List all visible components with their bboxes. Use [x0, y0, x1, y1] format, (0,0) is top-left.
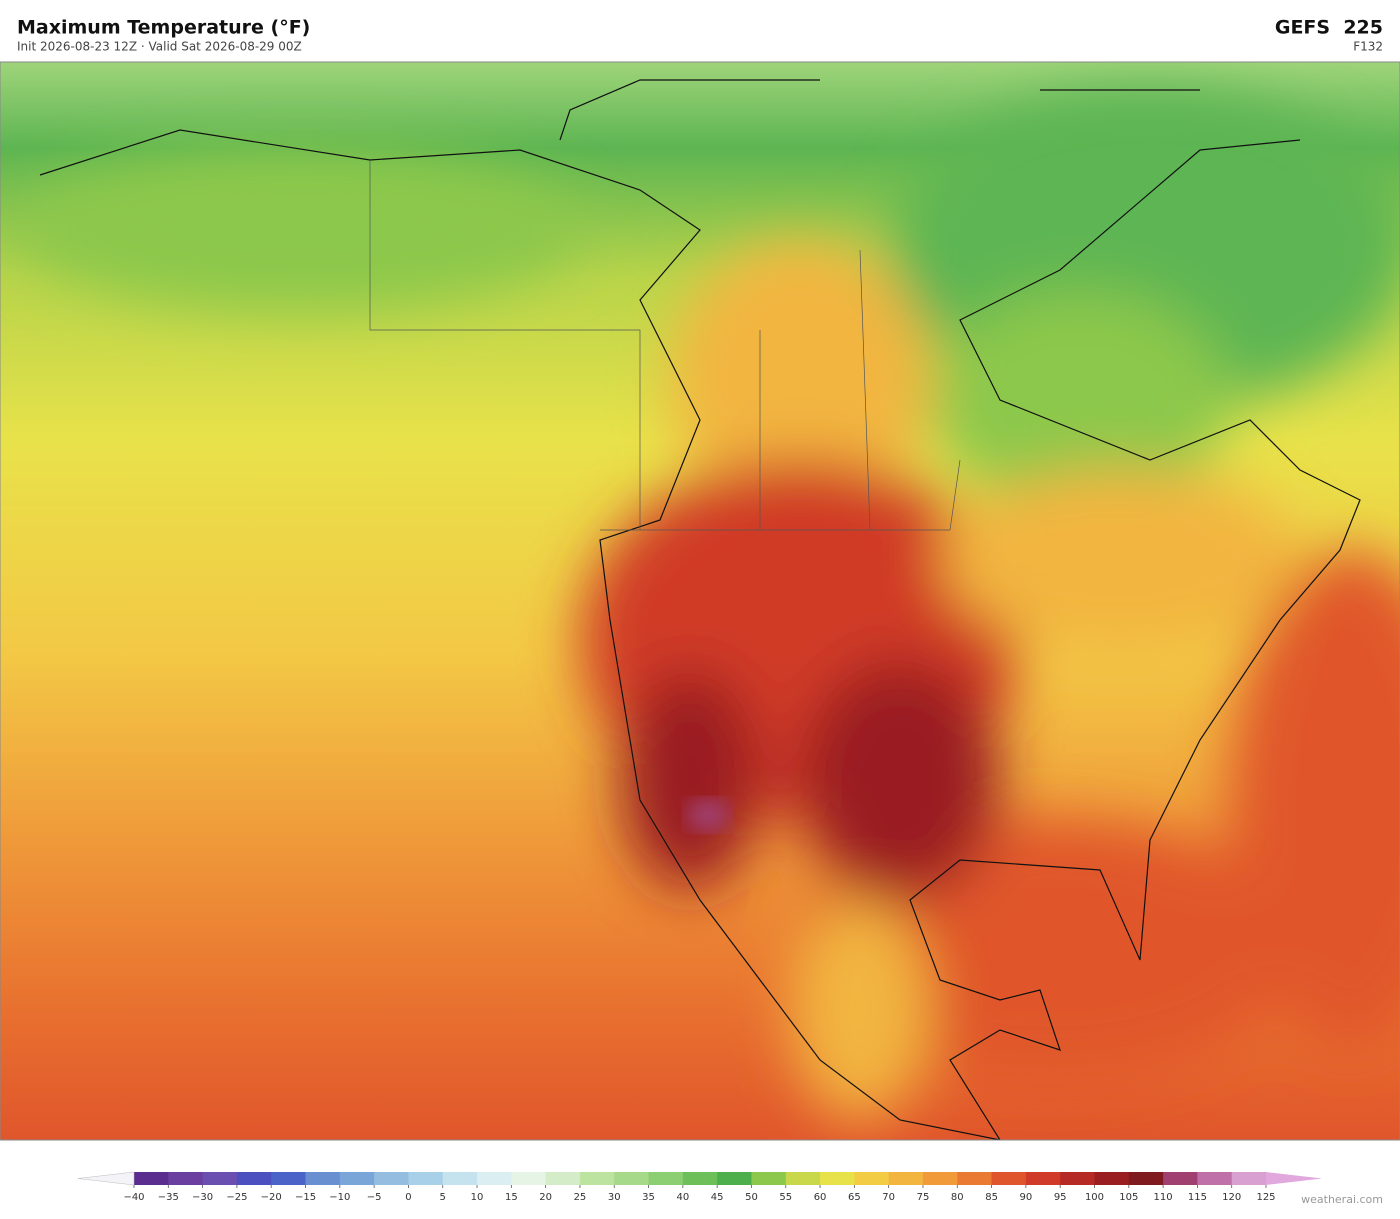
colorbar-tick-label: −15 — [295, 1192, 316, 1203]
colorbar-bin — [511, 1172, 547, 1185]
colorbar-tick-label: −30 — [192, 1192, 213, 1203]
colorbar-tick-label: −20 — [261, 1192, 282, 1203]
colorbar-tick-label: 75 — [917, 1192, 930, 1203]
hot-spot — [686, 799, 730, 831]
colorbar-tick-label: 115 — [1188, 1192, 1207, 1203]
colorbar-tick-label: 45 — [711, 1192, 724, 1203]
borders — [369, 160, 961, 531]
colorbar-tick-label: −10 — [329, 1192, 350, 1203]
colorbar-bin — [202, 1172, 238, 1185]
map-title: Maximum Temperature (°F) — [17, 17, 310, 39]
colorbar-tick-label: 20 — [539, 1192, 552, 1203]
colorbar-bin — [168, 1172, 204, 1185]
colorbar-bin — [1231, 1172, 1267, 1185]
colorbar-tick-label: 60 — [814, 1192, 827, 1203]
colorbar-tick-label: 125 — [1256, 1192, 1275, 1203]
temperature-field — [20, 90, 1400, 1120]
colorbar-under — [77, 1171, 135, 1186]
colorbar-tick-label: 85 — [985, 1192, 998, 1203]
colorbar-tick-label: 15 — [505, 1192, 518, 1203]
colorbar-bin — [682, 1172, 718, 1185]
colorbar-bin — [374, 1172, 409, 1185]
colorbar-bin — [408, 1172, 444, 1185]
colorbar-bin — [271, 1172, 307, 1185]
colorbar-tick-label: 10 — [471, 1192, 484, 1203]
colorbar-bin — [1128, 1172, 1164, 1185]
colorbar-tick-label: 70 — [882, 1192, 895, 1203]
colorbar-bin — [477, 1172, 512, 1185]
colorbar-tick-label: 35 — [642, 1192, 655, 1203]
colorbar-tick-label: 95 — [1054, 1192, 1067, 1203]
colorbar-tick-label: 80 — [951, 1192, 964, 1203]
colorbar-bin — [991, 1172, 1027, 1185]
colorbar-bin — [1025, 1172, 1061, 1185]
colorbar-bin — [236, 1172, 272, 1185]
colorbar-tick-label: −40 — [123, 1192, 144, 1203]
colorbar-tick-label: 25 — [574, 1192, 587, 1203]
colorbar-bin — [717, 1172, 752, 1185]
colorbar-over — [1266, 1172, 1322, 1185]
colorbar-bin — [579, 1172, 615, 1185]
colorbar-tick-label: 105 — [1119, 1192, 1138, 1203]
colorbar-bin — [442, 1172, 478, 1185]
colorbar-bin — [1060, 1172, 1095, 1185]
colorbar-tick-label: 120 — [1222, 1192, 1241, 1203]
colorbar-bin — [751, 1172, 787, 1185]
colorbar-bin — [134, 1172, 169, 1185]
colorbar-tick-label: 0 — [405, 1192, 411, 1203]
colorbar-tick-label: −5 — [367, 1192, 382, 1203]
colorbar-bin — [1197, 1172, 1233, 1185]
colorbar-tick-label: 50 — [745, 1192, 758, 1203]
colorbar-bin — [545, 1172, 581, 1185]
colorbar-tick-label: −35 — [158, 1192, 179, 1203]
watermark: weatherai.com — [1301, 1193, 1383, 1206]
colorbar-bin — [1163, 1172, 1198, 1185]
coastline — [39, 79, 1361, 1140]
colorbar-bin — [957, 1172, 993, 1185]
colorbar-bin — [785, 1172, 821, 1185]
colorbar-bin — [820, 1172, 855, 1185]
temperature-map — [0, 62, 1400, 1140]
map-subtitle: Init 2026-08-23 12Z · Valid Sat 2026-08-… — [17, 40, 302, 54]
colorbar-tick-label: 110 — [1154, 1192, 1173, 1203]
colorbar-bin — [854, 1172, 890, 1185]
colorbar-tick-label: 100 — [1085, 1192, 1104, 1203]
colorbar-bin — [922, 1172, 958, 1185]
colorbar-tick-label: 65 — [848, 1192, 861, 1203]
colorbar-tick-label: −25 — [226, 1192, 247, 1203]
colorbar-tick-label: 30 — [608, 1192, 621, 1203]
colorbar-tick-label: 40 — [676, 1192, 689, 1203]
model-name: GEFS 225 — [1275, 17, 1383, 39]
colorbar-tick-label: 90 — [1020, 1192, 1033, 1203]
colorbar-bin — [305, 1172, 341, 1185]
forecast-hour: F132 — [1353, 40, 1383, 54]
colorbar-bin — [888, 1172, 924, 1185]
colorbar-bin — [339, 1172, 375, 1185]
colorbar-tick-label: 5 — [440, 1192, 446, 1203]
colorbar-tick-label: 55 — [779, 1192, 792, 1203]
map-frame — [0, 61, 1400, 1141]
colorbar-bin — [648, 1172, 684, 1185]
colorbar: −40 −35 −30 −25 −20 −15 −10 −5 0 5 10 15 20 25 30 35 40 4… — [77, 1171, 1322, 1203]
colorbar-bin — [614, 1172, 650, 1185]
colorbar-bin — [1094, 1172, 1130, 1185]
